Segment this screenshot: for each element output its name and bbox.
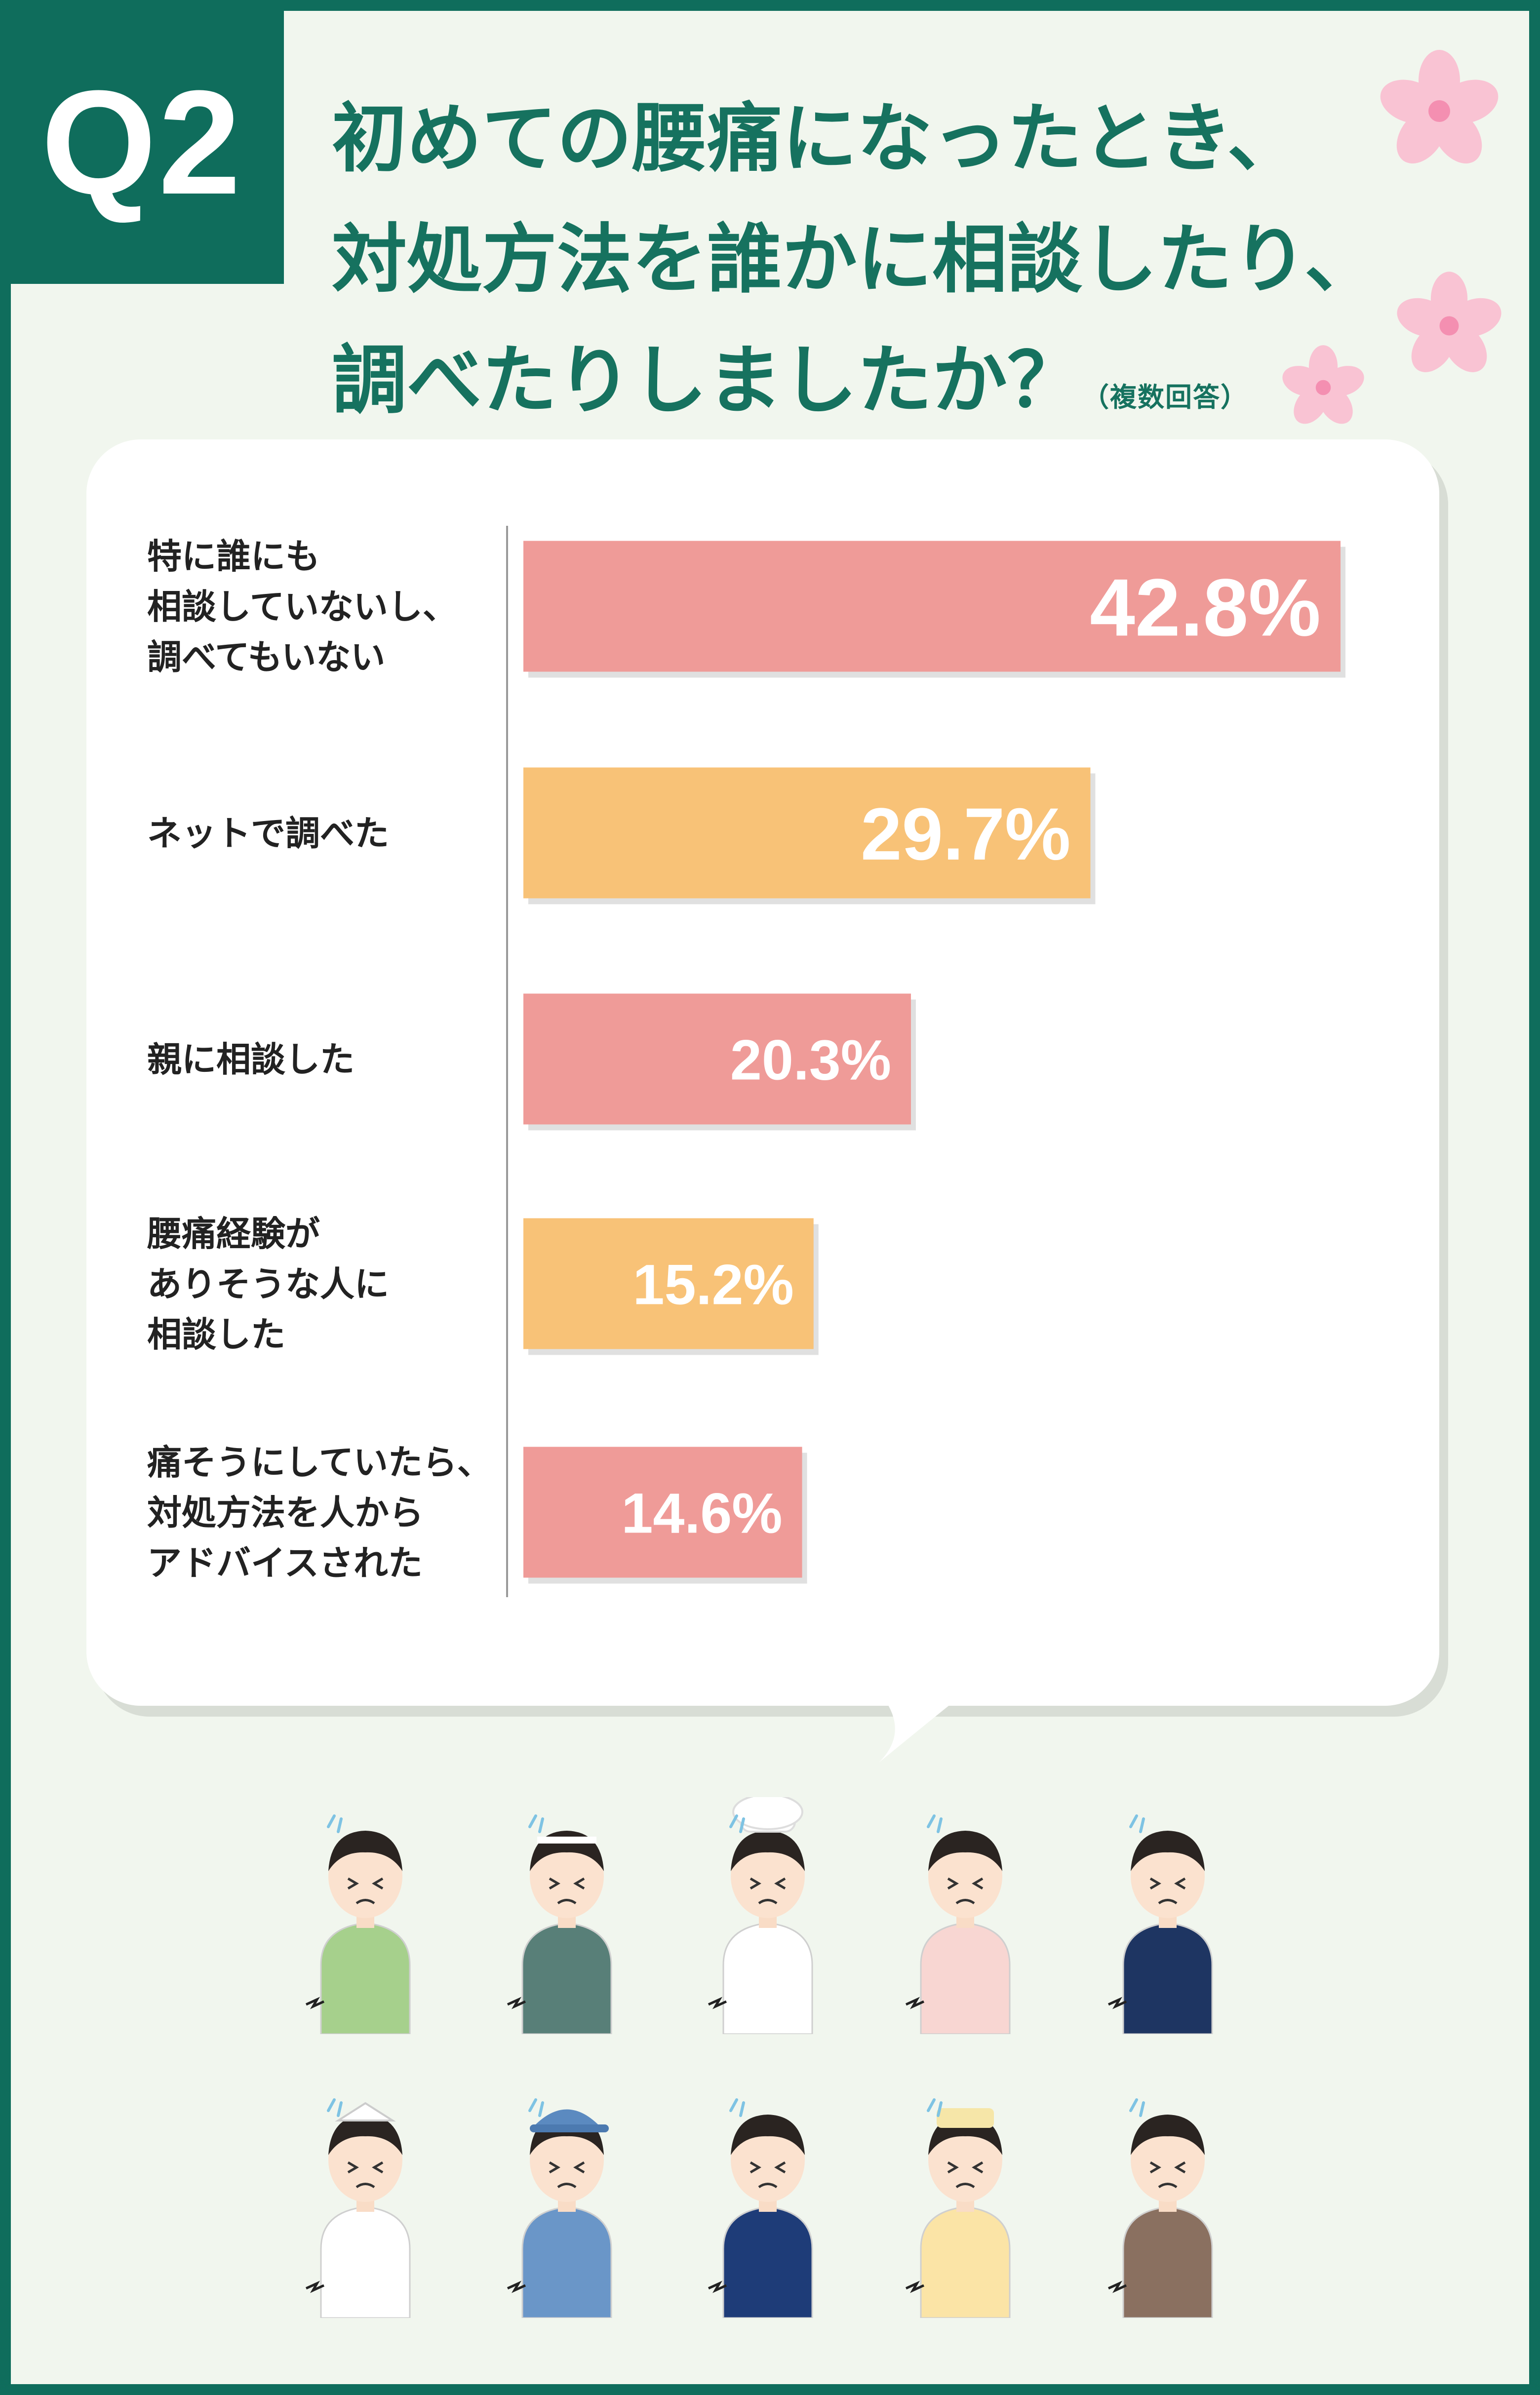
worker-avatar-icon xyxy=(1104,2081,1232,2320)
bar xyxy=(523,1218,814,1349)
title-line-1: 初めての腰痛になったとき、 xyxy=(332,95,1303,182)
question-title: 初めての腰痛になったとき、 対処方法を誰かに相談したり、 調べたりしましたか？（… xyxy=(332,78,1418,458)
worker-avatar-icon xyxy=(901,2081,1029,2320)
category-label: ネットで調べた xyxy=(147,813,389,854)
bar xyxy=(523,767,1091,899)
worker-avatar-icon xyxy=(1104,1797,1232,2036)
multiple-answer-note: （複数回答） xyxy=(1082,382,1248,413)
question-badge: Q2 xyxy=(0,0,284,284)
bar-value-label: 20.3% xyxy=(730,1028,891,1092)
cherry-blossom-icon xyxy=(1380,50,1499,164)
bar-value-label: 14.6% xyxy=(621,1482,782,1545)
title-line-3: 調べたりしましたか？（複数回答） xyxy=(332,320,1418,458)
worker-avatar-icon xyxy=(301,1797,430,2036)
worker-avatar-icon xyxy=(704,2081,832,2320)
title-line-3-text: 調べたりしましたか？ xyxy=(332,337,1082,424)
worker-avatar-icon xyxy=(503,1797,631,2036)
speech-bubble-tail xyxy=(879,1698,958,1763)
bar xyxy=(523,1447,802,1578)
category-label: 特に誰にも相談していないし、調べてもいない xyxy=(147,536,457,677)
title-line-2: 対処方法を誰かに相談したり、 xyxy=(332,216,1380,303)
cherry-blossom-icon xyxy=(1282,345,1364,424)
bar xyxy=(523,541,1341,672)
category-label: 痛そうにしていたら、対処方法を人からアドバイスされた xyxy=(147,1442,492,1583)
worker-avatar-icon xyxy=(301,2081,430,2320)
bar-value-label: 29.7% xyxy=(861,792,1070,875)
bar xyxy=(523,993,911,1125)
worker-avatar-icon xyxy=(901,1797,1029,2036)
category-label: 腰痛経験がありそうな人に相談した xyxy=(147,1214,389,1355)
bar-value-label: 42.8% xyxy=(1090,562,1321,653)
worker-avatar-icon xyxy=(503,2081,631,2320)
cherry-blossom-icon xyxy=(1397,272,1501,372)
bar-value-label: 15.2% xyxy=(633,1253,794,1316)
worker-avatar-icon xyxy=(704,1794,832,2036)
category-label: 親に相談した xyxy=(147,1039,355,1080)
